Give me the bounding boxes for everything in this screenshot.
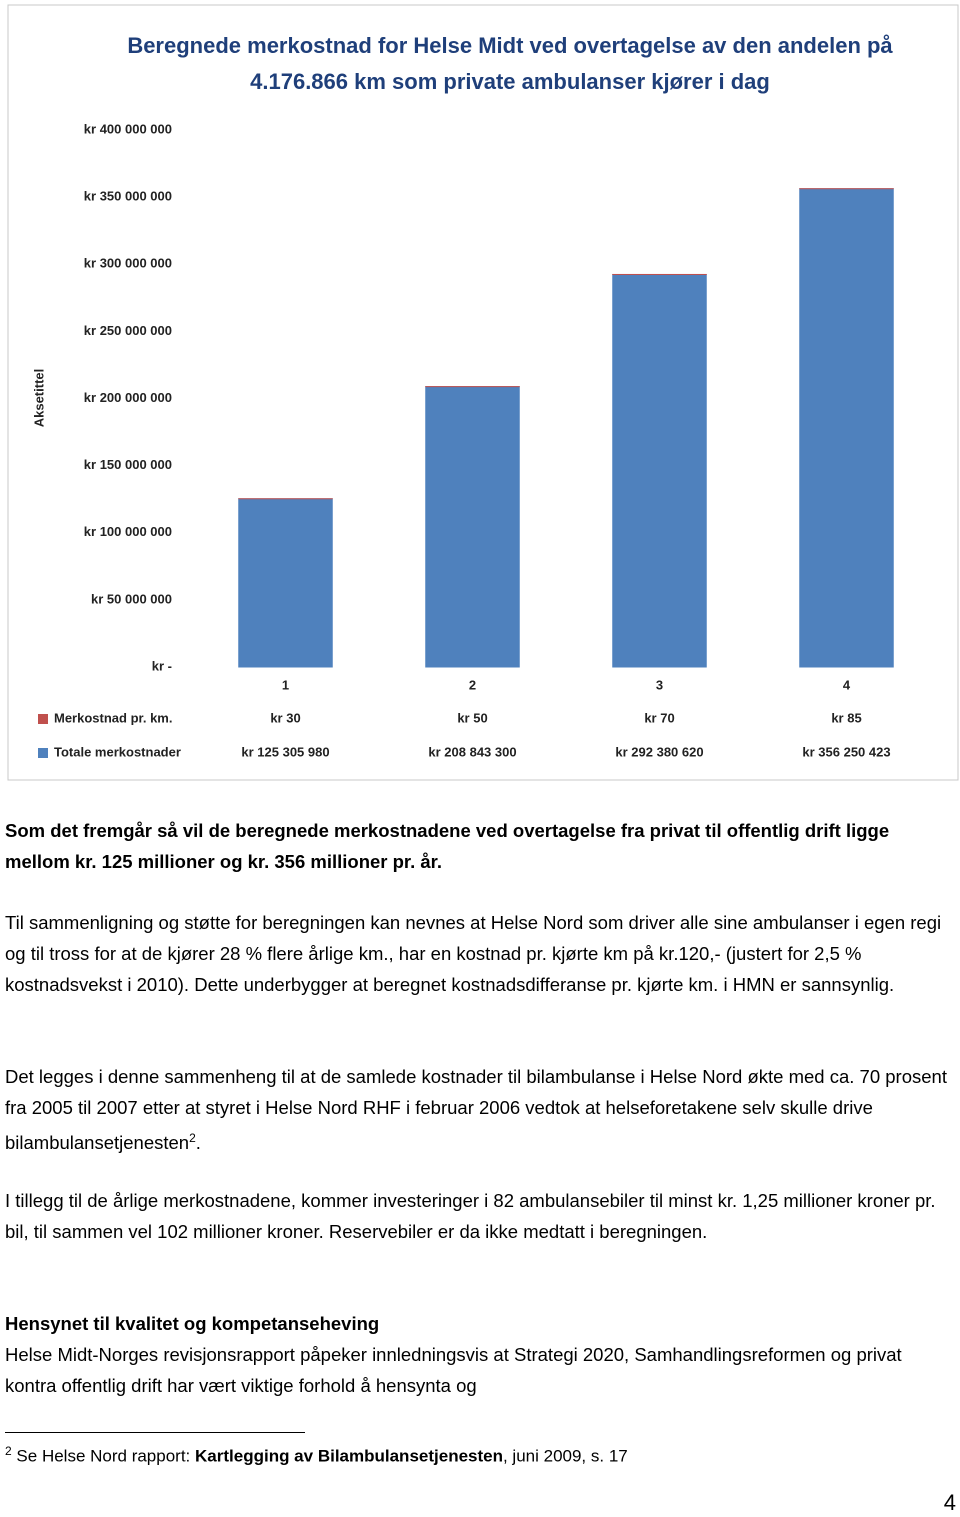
legend-swatch	[38, 748, 48, 758]
footnote-text: , juni 2009, s. 17	[502, 1446, 628, 1466]
y-tick-label: kr 400 000 000	[84, 121, 172, 136]
data-label: kr 85	[831, 710, 861, 725]
legend-label: Totale merkostnader	[54, 744, 181, 759]
data-label: kr 356 250 423	[802, 744, 890, 759]
paragraph: Til sammenligning og støtte for beregnin…	[5, 912, 942, 995]
chart-title: Beregnede merkostnad for Helse Midt ved …	[127, 33, 893, 94]
summary: Som det fremgår så vil de beregnede merk…	[5, 820, 890, 872]
data-label: kr 292 380 620	[615, 744, 703, 759]
y-tick-label: kr 350 000 000	[84, 189, 172, 204]
data-label: kr 208 843 300	[428, 744, 516, 759]
y-tick-label: kr 300 000 000	[84, 256, 172, 271]
data-label: kr 30	[270, 710, 300, 725]
footnote-text: Se Helse Nord rapport:	[16, 1446, 196, 1466]
data-label: kr 70	[644, 710, 674, 725]
data-label: kr 125 305 980	[241, 744, 329, 759]
punctuation: .	[195, 1132, 201, 1154]
paragraph-text: Det legges i denne sammenheng til at de …	[5, 1066, 947, 1154]
heading: Hensynet til kvalitet og kompetansehevin…	[5, 1313, 380, 1334]
y-tick-label: kr 50 000 000	[91, 591, 172, 606]
bar-segment	[612, 273, 707, 668]
y-tick-label: kr 200 000 000	[84, 390, 172, 405]
legend-label: Merkostnad pr. km.	[54, 710, 172, 725]
bar-segment	[799, 188, 894, 668]
footnote-number: 2	[5, 1444, 12, 1458]
paragraph: Helse Midt-Norges revisjonsrapport påpek…	[5, 1344, 902, 1396]
paragraph: I tillegg til de årlige merkostnadene, k…	[5, 1190, 936, 1242]
paragraph: Det legges i denne sammenheng til at de …	[5, 1061, 955, 1158]
page-number: 4	[943, 1490, 956, 1515]
chart: Aksetittel kr - kr 50 000 000 kr 100 000 0…	[7, 4, 959, 781]
y-axis-title: Aksetittel	[31, 369, 46, 428]
bar-segment	[425, 386, 520, 668]
x-tick-label: 2	[469, 677, 476, 692]
y-tick-label: kr 150 000 000	[84, 457, 172, 472]
footnote-title: Kartlegging av Bilambulansetjenesten	[195, 1446, 503, 1466]
x-tick-label: 4	[843, 677, 851, 692]
x-tick-label: 3	[656, 677, 663, 692]
y-tick-label: kr -	[152, 658, 172, 673]
y-tick-label: kr 250 000 000	[84, 323, 172, 338]
bar-segment	[238, 498, 333, 668]
y-tick-label: kr 100 000 000	[84, 524, 172, 539]
footnote-rule	[5, 1432, 305, 1433]
x-tick-label: 1	[282, 677, 289, 692]
footnote-ref: 2	[189, 1131, 196, 1145]
legend-swatch	[38, 714, 48, 724]
data-label: kr 50	[457, 710, 487, 725]
footnote: 2 Se Helse Nord rapport: Kartlegging av …	[5, 1444, 628, 1467]
